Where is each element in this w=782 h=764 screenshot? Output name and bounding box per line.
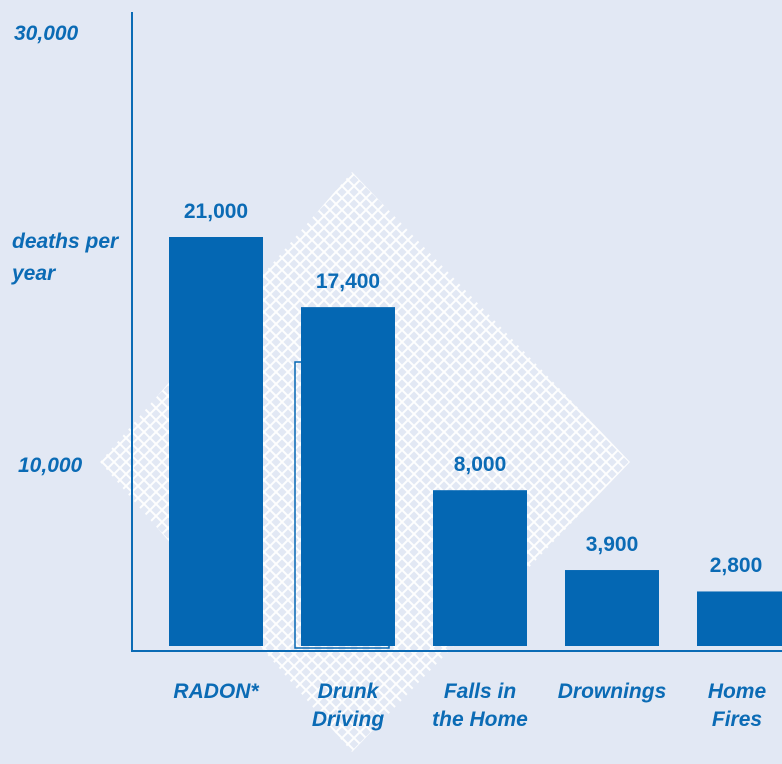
- category-label-drownings: Drownings: [547, 678, 677, 706]
- category-label-falls-in-the-home: Falls in the Home: [415, 678, 545, 734]
- category-label-line: the Home: [432, 708, 528, 731]
- category-label-line: Drownings: [557, 680, 667, 703]
- bar-drownings: [565, 570, 659, 646]
- value-label-radon: 21,000: [183, 200, 249, 223]
- category-label-line: Drunk: [317, 680, 379, 703]
- bar-drunk-driving: [301, 307, 395, 646]
- y-axis-label: deaths per year: [12, 230, 119, 285]
- category-label-line: Falls in: [443, 680, 517, 703]
- category-label-home-fires: Home Fires: [672, 678, 782, 734]
- y-tick-label-30000: 30,000: [14, 22, 79, 45]
- category-label-radon: RADON*: [151, 678, 281, 706]
- bar-falls-in-the-home: [433, 490, 527, 646]
- category-label-line: RADON*: [173, 680, 259, 703]
- category-label-line: Home: [707, 680, 767, 703]
- category-label-line: Driving: [311, 708, 385, 731]
- bar-home-fires: [697, 591, 782, 646]
- value-label-falls-in-the-home: 8,000: [453, 453, 507, 477]
- value-label-home-fires: 2,800: [709, 554, 763, 578]
- category-label-drunk-driving: Drunk Driving: [283, 678, 413, 734]
- category-label-line: Fires: [711, 708, 763, 731]
- y-tick-label-10000: 10,000: [18, 454, 83, 477]
- value-label-drunk-driving: 17,400: [315, 270, 381, 294]
- value-label-drownings: 3,900: [585, 533, 639, 557]
- bar-radon: [169, 237, 263, 646]
